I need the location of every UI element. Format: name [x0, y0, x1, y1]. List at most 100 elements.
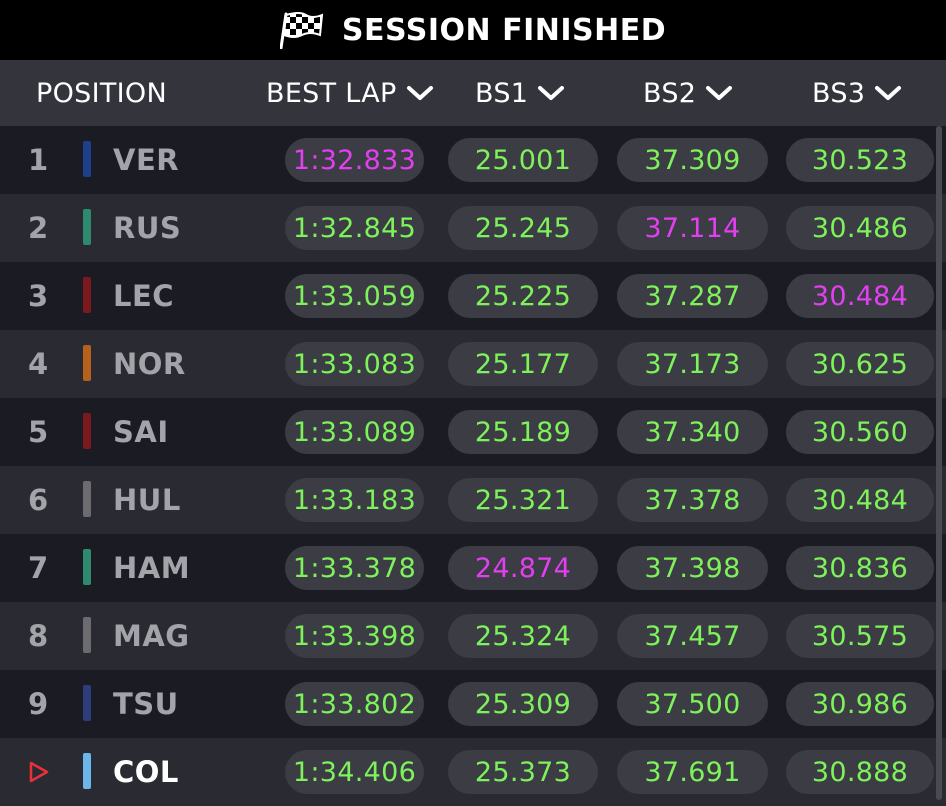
session-banner: SESSION FINISHED [0, 0, 946, 60]
bs3-time: 30.575 [786, 614, 934, 658]
position-number: 4 [28, 347, 49, 381]
table-row[interactable]: 9 TSU 1:33.802 25.309 37.500 30.986 [0, 670, 946, 738]
table-row[interactable]: 5 SAI 1:33.089 25.189 37.340 30.560 [0, 398, 946, 466]
bs1-time: 25.189 [448, 410, 598, 454]
position-number: 3 [28, 279, 49, 313]
position-number: 6 [28, 483, 49, 517]
bs1-time: 25.001 [448, 138, 598, 182]
bs1-time: 25.225 [448, 274, 598, 318]
team-color-bar [83, 141, 91, 177]
team-color-bar [83, 277, 91, 313]
driver-code: HAM [113, 551, 191, 585]
bs2-time: 37.340 [617, 410, 768, 454]
driver-code: COL [113, 755, 179, 789]
bs2-time: 37.378 [617, 478, 768, 522]
column-header-bs1-label: BS1 [475, 77, 529, 109]
team-color-bar [83, 413, 91, 449]
bs2-time: 37.398 [617, 546, 768, 590]
driver-code: HUL [113, 483, 181, 517]
team-color-bar [83, 617, 91, 653]
column-header-position: POSITION [36, 60, 167, 126]
best-lap-time: 1:33.059 [285, 274, 424, 318]
table-row[interactable]: 3 LEC 1:33.059 25.225 37.287 30.484 [0, 262, 946, 330]
driver-code: RUS [113, 211, 182, 245]
sort-bs3-button[interactable]: BS3 [812, 60, 903, 126]
sort-best-lap-button[interactable]: BEST LAP [266, 60, 435, 126]
bs1-time: 25.324 [448, 614, 598, 658]
best-lap-time: 1:33.378 [285, 546, 424, 590]
column-header-bs2-label: BS2 [643, 77, 697, 109]
team-color-bar [83, 753, 91, 789]
table-row[interactable]: 7 HAM 1:33.378 24.874 37.398 30.836 [0, 534, 946, 602]
checkered-flag-icon [279, 12, 324, 49]
bs2-time: 37.309 [617, 138, 768, 182]
table-row[interactable]: 8 MAG 1:33.398 25.324 37.457 30.575 [0, 602, 946, 670]
chevron-down-icon [706, 86, 733, 100]
team-color-bar [83, 345, 91, 381]
column-header-best-lap-label: BEST LAP [266, 77, 397, 109]
bs3-time: 30.486 [786, 206, 934, 250]
bs1-time: 25.177 [448, 342, 598, 386]
driver-code: VER [113, 143, 180, 177]
bs3-time: 30.986 [786, 682, 934, 726]
sort-bs1-button[interactable]: BS1 [475, 60, 566, 126]
bs1-time: 25.373 [448, 750, 598, 794]
bs2-time: 37.691 [617, 750, 768, 794]
best-lap-time: 1:34.406 [285, 750, 424, 794]
sort-bs2-button[interactable]: BS2 [643, 60, 734, 126]
bs1-time: 25.321 [448, 478, 598, 522]
best-lap-time: 1:33.802 [285, 682, 424, 726]
bs3-time: 30.484 [786, 274, 934, 318]
play-triangle-outline-icon [29, 761, 49, 783]
bs1-time: 24.874 [448, 546, 598, 590]
table-row[interactable]: 4 NOR 1:33.083 25.177 37.173 30.625 [0, 330, 946, 398]
chevron-down-icon [406, 86, 433, 100]
position-marker [28, 738, 58, 806]
bs3-time: 30.484 [786, 478, 934, 522]
chevron-down-icon [538, 86, 565, 100]
position-number: 2 [28, 211, 49, 245]
team-color-bar [83, 549, 91, 585]
best-lap-time: 1:32.845 [285, 206, 424, 250]
column-header-row: POSITION BEST LAP BS1 BS2 BS3 [0, 60, 946, 126]
bs3-time: 30.625 [786, 342, 934, 386]
position-number: 8 [28, 619, 49, 653]
column-header-bs3-label: BS3 [812, 77, 866, 109]
best-lap-time: 1:33.089 [285, 410, 424, 454]
team-color-bar [83, 685, 91, 721]
bs3-time: 30.523 [786, 138, 934, 182]
team-color-bar [83, 481, 91, 517]
driver-code: NOR [113, 347, 186, 381]
bs2-time: 37.457 [617, 614, 768, 658]
position-number: 9 [28, 687, 49, 721]
table-row[interactable]: 2 RUS 1:32.845 25.245 37.114 30.486 [0, 194, 946, 262]
driver-code: TSU [113, 687, 179, 721]
bs2-time: 37.114 [617, 206, 768, 250]
session-status-title: SESSION FINISHED [341, 12, 667, 48]
driver-code: LEC [113, 279, 175, 313]
bs3-time: 30.836 [786, 546, 934, 590]
position-number: 1 [28, 143, 49, 177]
table-row[interactable]: COL 1:34.406 25.373 37.691 30.888 [0, 738, 946, 806]
bs2-time: 37.500 [617, 682, 768, 726]
table-row[interactable]: 1 VER 1:32.833 25.001 37.309 30.523 [0, 126, 946, 194]
scrollbar[interactable] [936, 126, 942, 800]
chevron-down-icon [875, 86, 902, 100]
bs3-time: 30.560 [786, 410, 934, 454]
bs2-time: 37.173 [617, 342, 768, 386]
team-color-bar [83, 209, 91, 245]
driver-code: MAG [113, 619, 190, 653]
best-lap-time: 1:33.083 [285, 342, 424, 386]
table-row[interactable]: 6 HUL 1:33.183 25.321 37.378 30.484 [0, 466, 946, 534]
position-number: 7 [28, 551, 49, 585]
best-lap-time: 1:33.398 [285, 614, 424, 658]
bs3-time: 30.888 [786, 750, 934, 794]
bs1-time: 25.245 [448, 206, 598, 250]
position-number: 5 [28, 415, 49, 449]
bs2-time: 37.287 [617, 274, 768, 318]
driver-code: SAI [113, 415, 169, 449]
best-lap-time: 1:33.183 [285, 478, 424, 522]
best-lap-time: 1:32.833 [285, 138, 424, 182]
column-header-position-label: POSITION [36, 77, 167, 109]
bs1-time: 25.309 [448, 682, 598, 726]
